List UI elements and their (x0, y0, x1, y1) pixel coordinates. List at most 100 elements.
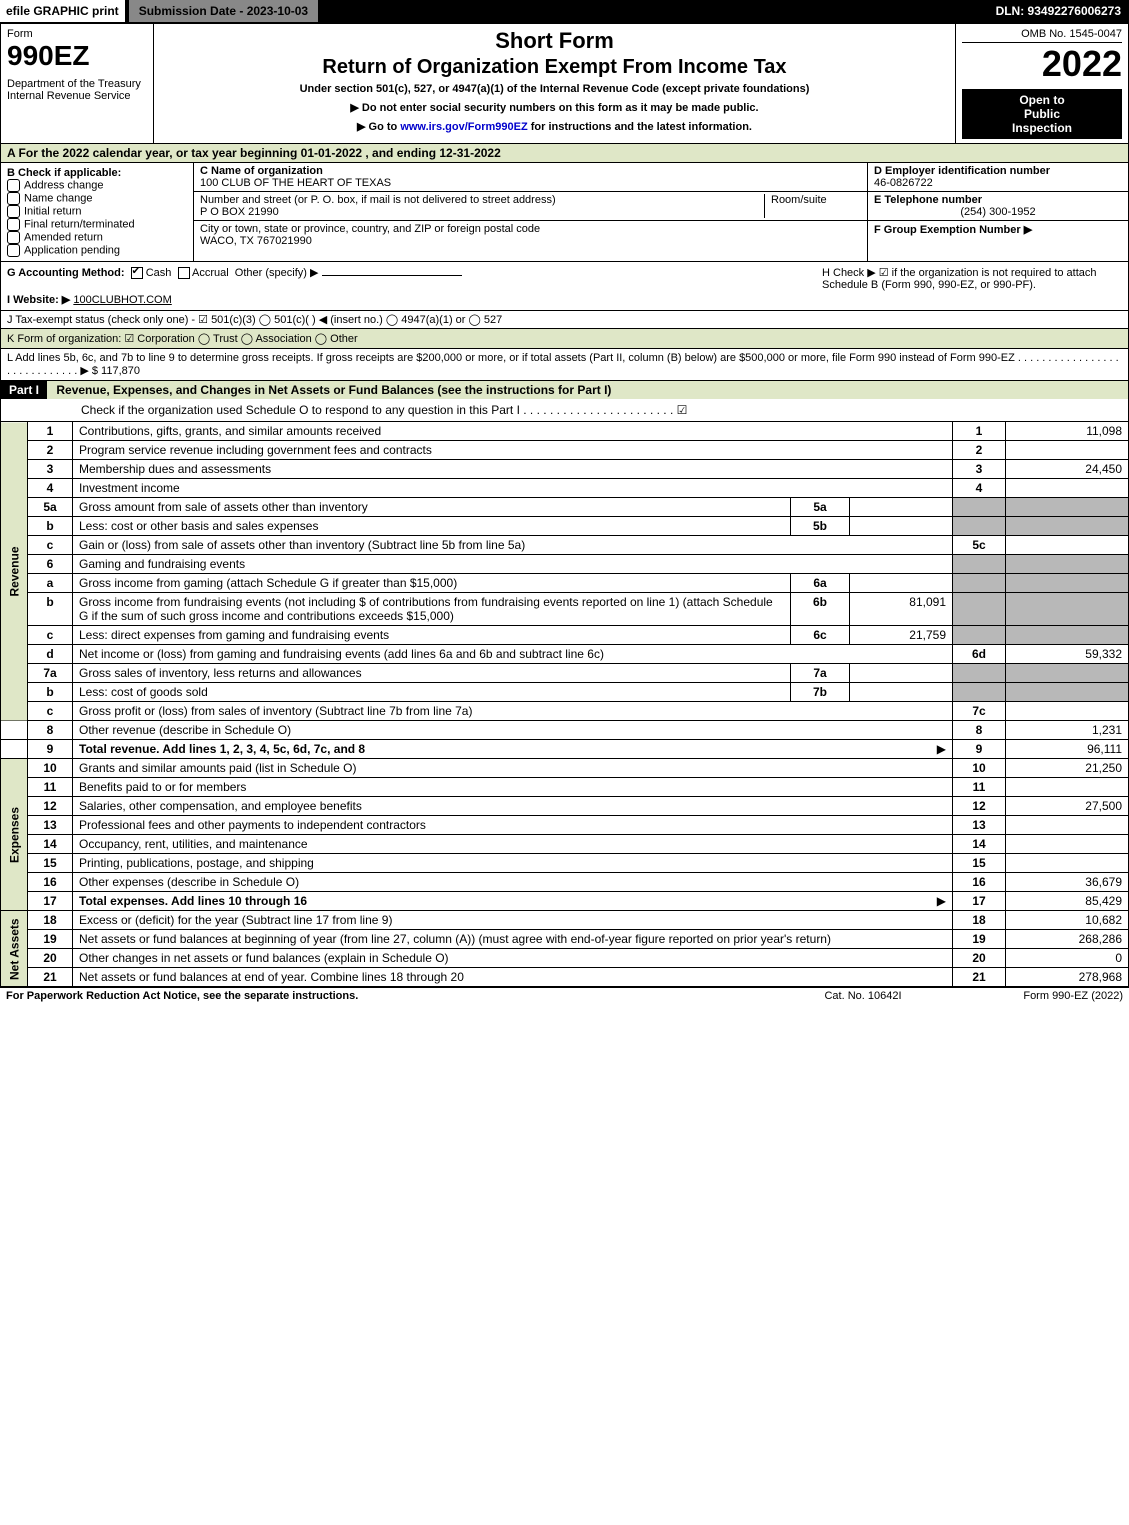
section-bc-row: B Check if applicable: Address change Na… (0, 163, 1129, 262)
line-num: 10 (28, 759, 73, 778)
tel-value: (254) 300-1952 (874, 206, 1122, 218)
goto-link[interactable]: www.irs.gov/Form990EZ (400, 121, 527, 133)
c-city-label: City or town, state or province, country… (200, 223, 540, 235)
line-desc: Printing, publications, postage, and shi… (73, 854, 953, 873)
other-label: Other (specify) ▶ (235, 267, 319, 279)
open-inspection-box: Open to Public Inspection (962, 89, 1122, 139)
other-specify-input[interactable] (322, 275, 462, 276)
line-amount (1006, 536, 1129, 555)
line-amount-grey (1006, 683, 1129, 702)
line-desc: Professional fees and other payments to … (73, 816, 953, 835)
under-section: Under section 501(c), 527, or 4947(a)(1)… (162, 83, 947, 95)
form-header: Form 990EZ Department of the Treasury In… (0, 22, 1129, 144)
line-ref-grey (953, 574, 1006, 593)
b-item: Application pending (24, 244, 120, 256)
goto-suffix: for instructions and the latest informat… (531, 121, 752, 133)
org-name: 100 CLUB OF THE HEART OF TEXAS (200, 177, 391, 189)
line-ref-grey (953, 683, 1006, 702)
line-ref-grey (953, 626, 1006, 645)
line-amount: 11,098 (1006, 422, 1129, 441)
line-ref: 14 (953, 835, 1006, 854)
line-num: c (28, 536, 73, 555)
org-address: P O BOX 21990 (200, 206, 279, 218)
line-desc: Gross income from gaming (attach Schedul… (73, 574, 791, 593)
line-desc: Total revenue. Add lines 1, 2, 3, 4, 5c,… (73, 740, 953, 759)
checkbox-cash[interactable] (131, 267, 143, 279)
box-value (850, 574, 953, 593)
line-ref-grey (953, 555, 1006, 574)
line-amount (1006, 854, 1129, 873)
line-amount (1006, 441, 1129, 460)
b-item: Name change (24, 192, 93, 204)
open-line3: Inspection (964, 121, 1120, 135)
checkbox-accrual[interactable] (178, 267, 190, 279)
line-amount-grey (1006, 555, 1129, 574)
box-value: 21,759 (850, 626, 953, 645)
box-label: 5a (791, 498, 850, 517)
line-amount-grey (1006, 626, 1129, 645)
line-ref: 7c (953, 702, 1006, 721)
line-amount-grey (1006, 664, 1129, 683)
line-amount: 21,250 (1006, 759, 1129, 778)
dept-label: Department of the Treasury Internal Reve… (7, 78, 147, 102)
checkbox-application-pending[interactable] (7, 244, 20, 257)
part1-check: Check if the organization used Schedule … (1, 399, 1128, 421)
h-text: H Check ▶ ☑ if the organization is not r… (822, 266, 1122, 306)
line-ref-grey (953, 498, 1006, 517)
line-ref: 2 (953, 441, 1006, 460)
line-desc: Less: cost or other basis and sales expe… (73, 517, 791, 536)
line-desc: Investment income (73, 479, 953, 498)
line-ref: 1 (953, 422, 1006, 441)
line-desc: Total expenses. Add lines 10 through 16 … (73, 892, 953, 911)
line-num: 19 (28, 930, 73, 949)
line-amount (1006, 835, 1129, 854)
line-desc: Net income or (loss) from gaming and fun… (73, 645, 953, 664)
box-label: 7a (791, 664, 850, 683)
column-b: B Check if applicable: Address change Na… (1, 163, 194, 261)
line-desc: Gross amount from sale of assets other t… (73, 498, 791, 517)
b-item: Address change (24, 179, 104, 191)
line-ref: 19 (953, 930, 1006, 949)
line-ref: 10 (953, 759, 1006, 778)
line-amount: 268,286 (1006, 930, 1129, 949)
efile-label: efile GRAPHIC print (0, 0, 125, 22)
line-num: 17 (28, 892, 73, 911)
checkbox-amended-return[interactable] (7, 231, 20, 244)
open-line2: Public (964, 107, 1120, 121)
do-not-ssn: ▶ Do not enter social security numbers o… (162, 101, 947, 114)
part1-title: Revenue, Expenses, and Changes in Net As… (50, 379, 617, 401)
line-amount: 85,429 (1006, 892, 1129, 911)
line-ref-grey (953, 517, 1006, 536)
line-amount-grey (1006, 593, 1129, 626)
line-desc: Gross income from fundraising events (no… (73, 593, 791, 626)
line-amount-grey (1006, 498, 1129, 517)
expenses-side-label: Expenses (1, 759, 28, 911)
column-d: D Employer identification number 46-0826… (868, 163, 1128, 261)
page-footer: For Paperwork Reduction Act Notice, see … (0, 987, 1129, 1004)
line-num: 14 (28, 835, 73, 854)
ein-label: D Employer identification number (874, 165, 1050, 177)
line-amount: 36,679 (1006, 873, 1129, 892)
checkbox-final-return[interactable] (7, 218, 20, 231)
line-desc: Benefits paid to or for members (73, 778, 953, 797)
checkbox-name-change[interactable] (7, 192, 20, 205)
box-label: 6c (791, 626, 850, 645)
form-word: Form (7, 28, 147, 40)
line-num: 13 (28, 816, 73, 835)
line-ref: 8 (953, 721, 1006, 740)
website-value[interactable]: 100CLUBHOT.COM (73, 294, 171, 306)
checkbox-initial-return[interactable] (7, 205, 20, 218)
line-ref: 3 (953, 460, 1006, 479)
checkbox-address-change[interactable] (7, 179, 20, 192)
line-desc: Membership dues and assessments (73, 460, 953, 479)
line-num: 2 (28, 441, 73, 460)
tel-label: E Telephone number (874, 194, 982, 206)
revenue-table: Revenue 1 Contributions, gifts, grants, … (0, 422, 1129, 987)
line-num: 7a (28, 664, 73, 683)
g-label: G Accounting Method: (7, 267, 125, 279)
b-item: Initial return (24, 205, 81, 217)
line-amount (1006, 816, 1129, 835)
line-num: 9 (28, 740, 73, 759)
line-ref: 11 (953, 778, 1006, 797)
line-ref: 20 (953, 949, 1006, 968)
